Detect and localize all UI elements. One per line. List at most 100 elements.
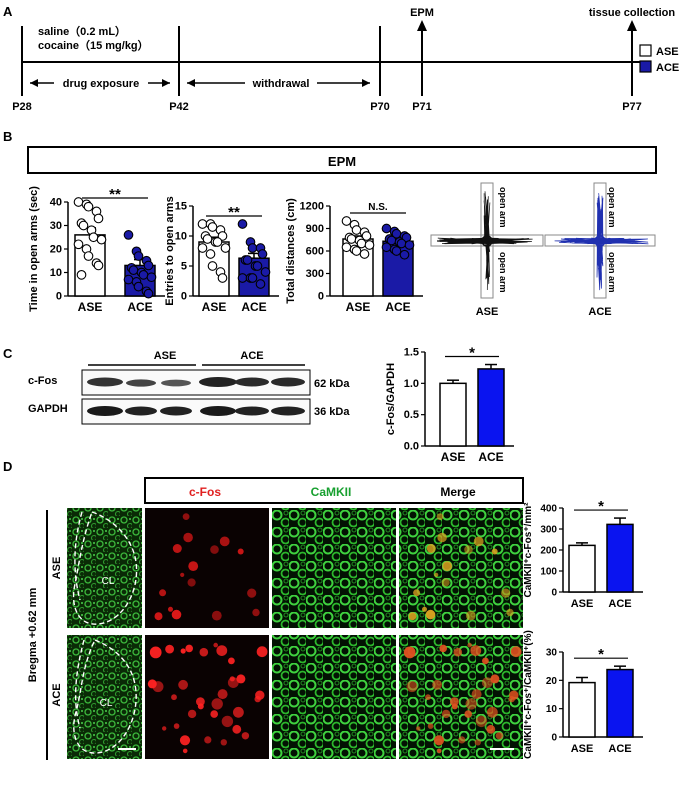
significance-marker: * xyxy=(598,646,604,663)
bar-ase xyxy=(568,681,596,738)
micrograph-image xyxy=(145,508,269,628)
chart-camkii-cfos-percent: 0 10 20 30 CaMKII⁺c-Fos⁺/CaMKII⁺(%) ASE ACE * xyxy=(523,630,643,759)
cell-spot xyxy=(216,645,228,656)
data-point xyxy=(359,249,370,259)
panel-label-a: A xyxy=(3,4,13,19)
cell-spot xyxy=(474,739,481,746)
y-tick-label: 20 xyxy=(50,244,62,256)
data-point xyxy=(252,261,263,271)
data-point xyxy=(96,234,107,245)
y-axis-label: Entries to open arms xyxy=(164,196,176,305)
cell-spot xyxy=(432,679,442,690)
micrograph-ase-merge xyxy=(399,508,523,628)
tick-label-p71: P71 xyxy=(412,101,432,113)
cell-spot xyxy=(437,532,447,543)
data-point xyxy=(237,273,248,283)
cell-spot xyxy=(252,608,260,617)
data-point xyxy=(212,237,223,247)
x-tick-label: ASE xyxy=(202,300,227,314)
micrograph-ase-camkii xyxy=(272,508,396,628)
timeline-cocaine-label: cocaine（15 mg/kg） xyxy=(38,39,149,52)
panel-label-b: B xyxy=(3,129,12,144)
cell-spot xyxy=(427,723,434,729)
timeline-saline-label: saline（0.2 mL） xyxy=(38,25,126,38)
panel-a-timeline: A saline（0.2 mL） cocaine（15 mg/kg） EPM t… xyxy=(3,4,679,113)
y-tick-label: 0.5 xyxy=(404,409,419,421)
micrograph-ace-camkii xyxy=(272,635,396,759)
y-tick-label: 10 xyxy=(546,704,558,715)
cell-spot xyxy=(211,698,223,710)
track-center-blob xyxy=(594,235,606,247)
cell-spot xyxy=(434,572,439,578)
data-point xyxy=(128,265,139,276)
western-blot-gapdh xyxy=(81,398,311,425)
tissue-arrow-head xyxy=(627,20,637,31)
cell-spot xyxy=(450,697,459,706)
epm-label: EPM xyxy=(410,7,434,19)
track-path-ace xyxy=(554,193,649,291)
cell-spot xyxy=(159,589,167,597)
blot-band xyxy=(200,406,236,416)
panel-label-d: D xyxy=(3,459,12,474)
y-tick-label: 1.0 xyxy=(404,378,419,390)
panel-d: D c-Fos CaMKII Merge Bregma +0.62 mm ASE… xyxy=(3,459,643,760)
cell-spot xyxy=(237,548,244,555)
cell-spot xyxy=(241,732,250,740)
arrowhead-left xyxy=(30,79,38,87)
blot-kda-gapdh: 36 kDa xyxy=(314,406,350,418)
region-outline xyxy=(72,511,138,625)
blot-band xyxy=(235,377,269,387)
x-tick-label: ACE xyxy=(608,598,631,610)
cell-spot xyxy=(180,572,185,578)
cell-spot xyxy=(217,689,228,700)
cell-spot xyxy=(247,588,257,598)
data-point xyxy=(83,251,94,261)
cell-spot xyxy=(426,544,436,553)
tick-label-p28: P28 xyxy=(12,101,32,113)
header-camkii: CaMKII xyxy=(311,485,352,499)
y-axis-label: Time in open arms (sec) xyxy=(28,186,40,312)
cell-spot xyxy=(490,674,500,684)
blot-band xyxy=(125,406,157,416)
y-axis-label: CaMKII⁺c-Fos⁺/mm² xyxy=(523,502,534,598)
cell-spot xyxy=(491,548,498,555)
data-point xyxy=(237,219,248,229)
data-point xyxy=(404,240,415,250)
track-center-blob xyxy=(481,235,493,247)
significance-marker: ** xyxy=(228,204,240,221)
y-tick-label: 100 xyxy=(540,567,557,578)
cell-spot xyxy=(403,646,416,659)
micrograph-image xyxy=(399,508,523,628)
header-merge: Merge xyxy=(440,485,476,499)
data-point xyxy=(197,219,208,229)
data-point xyxy=(247,273,258,283)
y-tick-label: 20 xyxy=(546,676,558,687)
data-point xyxy=(123,230,134,240)
region-outline xyxy=(74,639,85,729)
y-axis-label: Total distances (cm) xyxy=(285,198,297,304)
y-tick-label: 15 xyxy=(175,201,187,213)
cell-spot xyxy=(471,689,482,700)
y-tick-label: 400 xyxy=(540,504,557,515)
data-point xyxy=(73,239,84,250)
track-plot-ace: open arm open arm ACE xyxy=(544,182,656,318)
cell-spot xyxy=(185,644,193,653)
blot-band xyxy=(271,406,305,416)
bar-ace xyxy=(477,368,505,447)
cell-spot xyxy=(495,732,504,740)
cell-spot xyxy=(475,715,488,728)
cell-spot xyxy=(465,610,476,621)
open-arm-label-bottom: open arm xyxy=(607,252,617,293)
data-point xyxy=(73,197,84,207)
cell-spot xyxy=(465,698,477,710)
cell-spot xyxy=(178,679,189,690)
x-tick-label: ACE xyxy=(478,450,503,464)
x-tick-label: ACE xyxy=(385,300,410,314)
significance-marker: * xyxy=(469,345,475,362)
chart-camkii-cfos-density: 0 100 200 300 400 CaMKII⁺c-Fos⁺/mm² ASE ACE * xyxy=(523,498,643,610)
x-tick-label: ASE xyxy=(571,598,594,610)
cell-spot xyxy=(510,646,522,658)
micrograph-ace-lowmag: CL xyxy=(67,635,142,759)
y-tick-label: 5 xyxy=(181,261,187,273)
drug-exposure-label: drug exposure xyxy=(63,78,139,90)
